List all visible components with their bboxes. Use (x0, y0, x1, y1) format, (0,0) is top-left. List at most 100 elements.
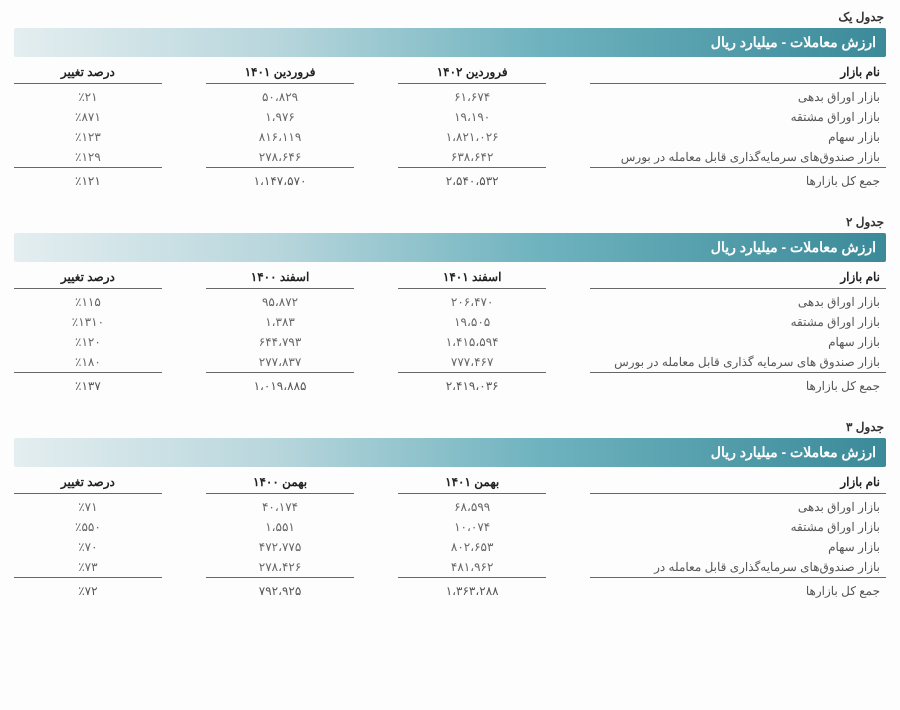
table-total-row: جمع کل بازارها ۱،۳۶۳،۲۸۸ ۷۹۲،۹۲۵ ٪۷۲ (14, 578, 886, 602)
value-cell-2: ۴۰،۱۷۴ (206, 494, 354, 518)
total-value-2: ۱،۰۱۹،۸۸۵ (206, 373, 354, 397)
value-cell-2: ۴۷۲،۷۷۵ (206, 537, 354, 557)
total-change: ٪۱۲۱ (14, 168, 162, 192)
header-change-percent: درصد تغییر (14, 262, 162, 289)
header-market-name: نام بازار (590, 57, 886, 84)
change-cell: ٪۲۱ (14, 84, 162, 108)
total-label: جمع کل بازارها (590, 578, 886, 602)
header-period-1: اسفند ۱۴۰۱ (398, 262, 546, 289)
market-name-cell: بازار اوراق مشتقه (590, 107, 886, 127)
change-cell: ٪۸۷۱ (14, 107, 162, 127)
value-cell-2: ۲۷۸،۴۲۶ (206, 557, 354, 578)
total-label: جمع کل بازارها (590, 168, 886, 192)
data-table: نام بازاربهمن ۱۴۰۱بهمن ۱۴۰۰درصد تغییرباز… (14, 467, 886, 601)
header-period-2: بهمن ۱۴۰۰ (206, 467, 354, 494)
market-name-cell: بازار اوراق بدهی (590, 494, 886, 518)
market-name-cell: بازار سهام (590, 332, 886, 352)
table-row: بازار اوراق بدهی۶۱،۶۷۴۵۰،۸۲۹٪۲۱ (14, 84, 886, 108)
table-header-row: نام بازار اسفند ۱۴۰۱ اسفند ۱۴۰۰ درصد تغییر (14, 262, 886, 289)
change-cell: ٪۷۱ (14, 494, 162, 518)
table-row: بازار اوراق بدهی ۶۸،۵۹۹ ۴۰،۱۷۴ ٪۷۱ (14, 494, 886, 518)
table-row: بازار سهام۱،۸۲۱،۰۲۶۸۱۶،۱۱۹٪۱۲۳ (14, 127, 886, 147)
header-period-2: فروردین ۱۴۰۱ (206, 57, 354, 84)
header-market-name: نام بازار (590, 262, 886, 289)
tables-container: جدول یکارزش معاملات - میلیارد ریالنام با… (14, 10, 886, 601)
table-row: بازار اوراق مشتقه ۱۹،۱۹۰ ۱،۹۷۶ ٪۸۷۱ (14, 107, 886, 127)
value-cell-2: ۱،۳۸۳ (206, 312, 354, 332)
total-change: ٪۱۳۷ (14, 373, 162, 397)
table-row: بازار صندوق های سرمایه گذاری قابل معامله… (14, 352, 886, 373)
value-cell-2: ۹۵،۸۷۲ (206, 289, 354, 313)
table-block-1: جدول یک ارزش معاملات - میلیارد ریالنام با… (14, 10, 886, 191)
header-period-2: اسفند ۱۴۰۰ (206, 262, 354, 289)
value-cell-2: ۲۷۷،۸۳۷ (206, 352, 354, 373)
table-block-3: جدول ۳ ارزش معاملات - میلیارد ریالنام باز… (14, 420, 886, 601)
change-cell: ٪۱۸۰ (14, 352, 162, 373)
change-cell: ٪۱۳۱۰ (14, 312, 162, 332)
change-cell: ٪۷۳ (14, 557, 162, 578)
market-name-cell: بازار صندوق‌های سرمایه‌گذاری قابل معامله… (590, 557, 886, 578)
table-row: بازار اوراق مشتقه ۱۰،۰۷۴ ۱،۵۵۱ ٪۵۵۰ (14, 517, 886, 537)
value-cell-1: ۱۹،۵۰۵ (398, 312, 546, 332)
change-cell: ٪۱۲۳ (14, 127, 162, 147)
total-value-1: ۱،۳۶۳،۲۸۸ (398, 578, 546, 602)
value-cell-1: ۱۹،۱۹۰ (398, 107, 546, 127)
market-name-cell: بازار صندوق‌های سرمایه‌گذاری قابل معامله… (590, 147, 886, 168)
change-cell: ٪۱۲۹ (14, 147, 162, 168)
value-cell-1: ۱،۴۱۵،۵۹۴ (398, 332, 546, 352)
value-cell-1: ۷۷۷،۴۶۷ (398, 352, 546, 373)
table-row: بازار سهام ۸۰۲،۶۵۳ ۴۷۲،۷۷۵ ٪۷۰ (14, 537, 886, 557)
value-cell-1: ۱۰،۰۷۴ (398, 517, 546, 537)
table-row: بازار اوراق مشتقه ۱۹،۵۰۵ ۱،۳۸۳ ٪۱۳۱۰ (14, 312, 886, 332)
table-label: جدول ۳ (14, 420, 886, 434)
value-cell-1: ۴۸۱،۹۶۲ (398, 557, 546, 578)
total-value-1: ۲،۴۱۹،۰۳۶ (398, 373, 546, 397)
table-title-bar: ارزش معاملات - میلیارد ریال (14, 438, 886, 467)
total-change: ٪۷۲ (14, 578, 162, 602)
market-name-cell: بازار صندوق های سرمایه گذاری قابل معامله… (590, 352, 886, 373)
data-table: نام بازار فروردین ۱۴۰۲ فروردین ۱۴۰۱ درصد تغ… (14, 57, 886, 191)
table-total-row: جمع کل بازارها ۲،۴۱۹،۰۳۶ ۱،۰۱۹،۸۸۵ ٪۱۳۷ (14, 373, 886, 397)
value-cell-2: ۱،۵۵۱ (206, 517, 354, 537)
header-period-1: بهمن ۱۴۰۱ (398, 467, 546, 494)
value-cell-1: ۲۰۶،۴۷۰ (398, 289, 546, 313)
value-cell-2: ۲۷۸،۶۴۶ (206, 147, 354, 168)
total-value-2: ۱،۱۴۷،۵۷۰ (206, 168, 354, 192)
table-row: بازار سهام۱،۴۱۵،۵۹۴۶۴۴،۷۹۳٪۱۲۰ (14, 332, 886, 352)
table-row: بازار صندوق‌های سرمایه‌گذاری قابل معامله… (14, 147, 886, 168)
table-title-bar: ارزش معاملات - میلیارد ریال (14, 28, 886, 57)
table-row: بازار صندوق‌های سرمایه‌گذاری قابل معامله… (14, 557, 886, 578)
data-table: نام بازاراسفند ۱۴۰۱اسفند ۱۴۰۰درصد تغییرب… (14, 262, 886, 396)
total-value-2: ۷۹۲،۹۲۵ (206, 578, 354, 602)
header-market-name: نام بازار (590, 467, 886, 494)
value-cell-1: ۸۰۲،۶۵۳ (398, 537, 546, 557)
market-name-cell: بازار اوراق بدهی (590, 289, 886, 313)
header-period-1: فروردین ۱۴۰۲ (398, 57, 546, 84)
value-cell-1: ۶۸،۵۹۹ (398, 494, 546, 518)
value-cell-2: ۸۱۶،۱۱۹ (206, 127, 354, 147)
total-label: جمع کل بازارها (590, 373, 886, 397)
value-cell-2: ۱،۹۷۶ (206, 107, 354, 127)
value-cell-1: ۱،۸۲۱،۰۲۶ (398, 127, 546, 147)
table-label: جدول ۲ (14, 215, 886, 229)
market-name-cell: بازار اوراق مشتقه (590, 517, 886, 537)
value-cell-1: ۶۳۸،۶۴۲ (398, 147, 546, 168)
table-header-row: نام بازار بهمن ۱۴۰۱ بهمن ۱۴۰۰ درصد تغییر (14, 467, 886, 494)
header-change-percent: درصد تغییر (14, 467, 162, 494)
table-header-row: نام بازار فروردین ۱۴۰۲ فروردین ۱۴۰۱ درصد تغ… (14, 57, 886, 84)
table-title-bar: ارزش معاملات - میلیارد ریال (14, 233, 886, 262)
change-cell: ٪۵۵۰ (14, 517, 162, 537)
table-row: بازار اوراق بدهی ۲۰۶،۴۷۰ ۹۵،۸۷۲ ٪۱۱۵ (14, 289, 886, 313)
table-block-2: جدول ۲ ارزش معاملات - میلیارد ریالنام باز… (14, 215, 886, 396)
market-name-cell: بازار اوراق بدهی (590, 84, 886, 108)
value-cell-1: ۶۱،۶۷۴ (398, 84, 546, 108)
change-cell: ٪۱۲۰ (14, 332, 162, 352)
market-name-cell: بازار اوراق مشتقه (590, 312, 886, 332)
change-cell: ٪۷۰ (14, 537, 162, 557)
table-label: جدول یک (14, 10, 886, 24)
header-change-percent: درصد تغییر (14, 57, 162, 84)
market-name-cell: بازار سهام (590, 537, 886, 557)
table-total-row: جمع کل بازارها ۲،۵۴۰،۵۳۲ ۱،۱۴۷،۵۷۰ ٪۱۲۱ (14, 168, 886, 192)
change-cell: ٪۱۱۵ (14, 289, 162, 313)
total-value-1: ۲،۵۴۰،۵۳۲ (398, 168, 546, 192)
